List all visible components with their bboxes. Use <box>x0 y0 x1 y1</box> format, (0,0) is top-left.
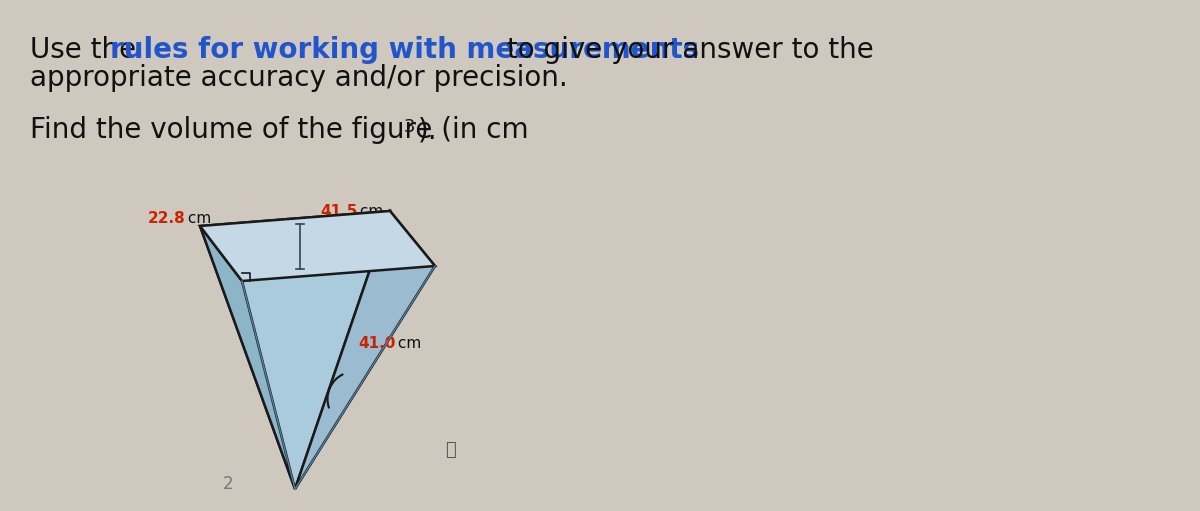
Text: Use the: Use the <box>30 36 145 64</box>
Polygon shape <box>200 211 436 281</box>
Polygon shape <box>200 226 295 489</box>
Text: cm: cm <box>182 211 211 226</box>
Text: cm: cm <box>394 336 421 351</box>
Text: 41.0: 41.0 <box>358 336 395 351</box>
Text: ).: ). <box>418 116 438 144</box>
Text: to give your answer to the: to give your answer to the <box>498 36 874 64</box>
Text: 2: 2 <box>223 475 233 493</box>
Text: Find the volume of the figure (in cm: Find the volume of the figure (in cm <box>30 116 529 144</box>
Text: 22.8: 22.8 <box>148 211 186 226</box>
Text: 41.5: 41.5 <box>320 204 358 219</box>
Text: rules for working with measurements: rules for working with measurements <box>110 36 700 64</box>
Text: appropriate accuracy and/or precision.: appropriate accuracy and/or precision. <box>30 64 568 92</box>
Text: ⓘ: ⓘ <box>445 441 455 459</box>
Text: 3: 3 <box>404 118 415 136</box>
Polygon shape <box>295 211 436 489</box>
Polygon shape <box>200 211 390 489</box>
Polygon shape <box>242 266 436 489</box>
Text: cm: cm <box>355 204 383 219</box>
